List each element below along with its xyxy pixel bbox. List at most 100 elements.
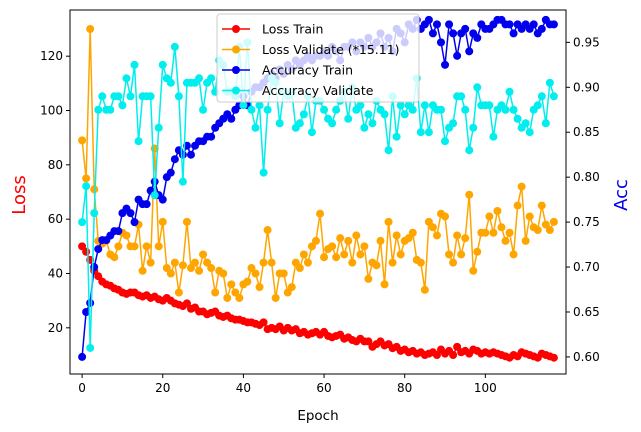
x-tick-label: 100 [474,381,497,395]
data-point [219,269,228,278]
data-point [328,119,337,128]
data-point [481,228,490,237]
legend-label: Accuracy Validate [262,83,374,98]
y-tick-label-right: 0.85 [573,125,600,139]
y-tick-label-left: 60 [48,212,63,226]
x-tick-label: 40 [236,381,251,395]
y-axis-right: 0.60 0.65 0.70 0.75 0.80 0.85 0.90 0.95 [566,35,600,364]
data-point [408,228,417,237]
data-point [457,92,466,101]
data-point [86,343,95,352]
data-point [537,92,546,101]
data-point [428,29,437,38]
data-point [154,242,163,251]
data-point [271,293,280,302]
data-point [142,200,151,209]
data-point [392,132,401,141]
data-point [537,24,546,33]
data-point [416,258,425,267]
data-point [509,105,518,114]
data-point [332,253,341,262]
data-point [461,234,470,243]
data-point [489,132,498,141]
data-point [114,92,123,101]
x-axis-title: Epoch [297,408,338,424]
data-point [174,288,183,297]
data-point [384,217,393,226]
data-point [170,42,179,51]
data-point [465,146,474,155]
data-point [352,231,361,240]
data-point [356,250,365,259]
data-point [146,92,155,101]
data-point [461,24,470,33]
data-point [166,78,175,87]
data-point [541,119,550,128]
data-point [441,60,450,69]
series-loss-train [78,242,558,362]
data-point [449,258,458,267]
y-tick-label-right: 0.90 [573,80,600,94]
data-point [525,212,534,221]
data-point [174,92,183,101]
data-point [420,101,429,110]
data-point [380,280,389,289]
data-point [501,105,510,114]
data-point [344,114,353,123]
data-point [98,92,107,101]
data-point [473,247,482,256]
data-point [158,195,167,204]
data-point [178,150,187,159]
data-point [130,218,139,227]
data-point [473,33,482,42]
legend-label: Loss Validate (*15.11) [262,42,400,57]
data-point [449,29,458,38]
data-point [441,137,450,146]
data-point [86,299,95,307]
y-tick-label-right: 0.80 [573,170,600,184]
data-point [94,105,103,114]
data-point [90,209,99,218]
data-point [388,258,397,267]
data-point [255,283,264,292]
data-point [336,234,345,243]
data-point [82,247,91,256]
data-point [372,261,381,270]
data-point [509,250,518,259]
legend-marker [232,86,240,95]
data-point [259,318,268,327]
data-point [461,105,470,114]
data-point [211,288,220,297]
data-point [316,209,325,218]
data-point [311,236,320,245]
data-point [166,168,175,177]
data-point [545,226,554,235]
data-point [360,242,369,251]
data-point [485,212,494,221]
data-point [110,253,119,262]
y-tick-label-left: 120 [40,49,63,63]
data-point [243,277,252,286]
x-tick-label: 60 [316,381,331,395]
y-axis-left: 20 40 60 80 100 120 [40,49,70,335]
data-point [513,114,522,123]
data-point [106,105,115,114]
data-point [521,236,530,245]
data-point [392,231,401,240]
data-point [545,78,554,87]
data-point [344,236,353,245]
y-tick-label-left: 40 [48,266,63,280]
data-point [118,101,127,110]
data-point [384,146,393,155]
data-point [295,264,304,273]
legend-box [216,13,420,103]
data-point [521,119,530,128]
data-point [82,307,91,316]
data-point [275,119,284,128]
data-point [307,128,316,137]
data-point [465,47,474,56]
data-point [130,242,139,251]
data-point [235,293,244,302]
y-tick-label-left: 80 [48,158,63,172]
data-point [114,242,123,251]
